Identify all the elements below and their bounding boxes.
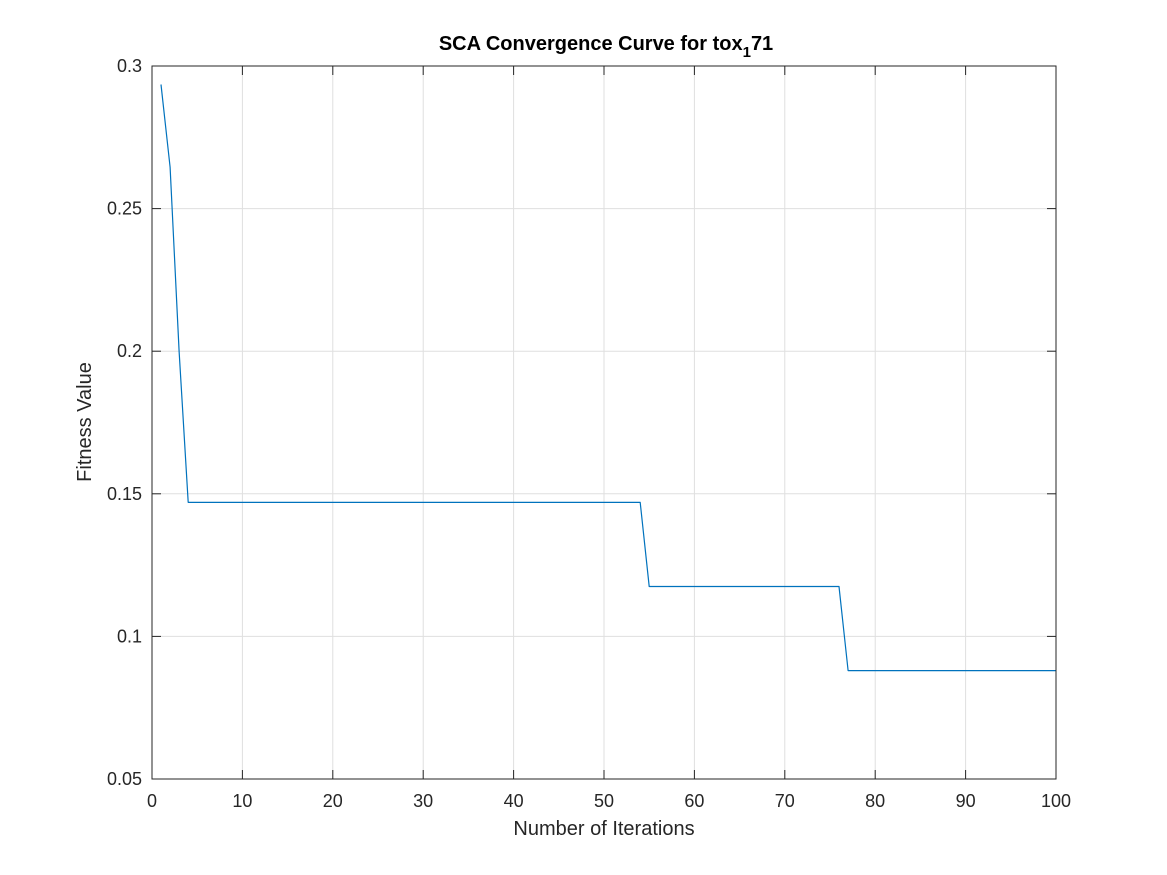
x-tick-label: 90 (956, 791, 976, 811)
grid-lines (152, 66, 1056, 779)
x-tick-label: 40 (504, 791, 524, 811)
y-tick-label: 0.25 (107, 199, 142, 219)
x-tick-label: 20 (323, 791, 343, 811)
chart-title-main: SCA Convergence Curve for tox (439, 33, 743, 55)
x-tick-label: 70 (775, 791, 795, 811)
y-axis-label: Fitness Value (74, 362, 96, 482)
y-tick-label: 0.15 (107, 484, 142, 504)
x-axis-label: Number of Iterations (513, 818, 694, 840)
x-tick-label: 50 (594, 791, 614, 811)
x-tick-label: 0 (147, 791, 157, 811)
x-tick-labels: 0 10 20 30 40 50 60 70 80 90 100 (147, 791, 1071, 811)
x-tick-label: 100 (1041, 791, 1071, 811)
x-tick-label: 80 (865, 791, 885, 811)
chart-title-subscript: 1 (743, 44, 751, 61)
y-tick-label: 0.3 (117, 56, 142, 76)
y-tick-labels: 0.05 0.1 0.15 0.2 0.25 0.3 (107, 56, 142, 789)
y-tick-label: 0.1 (117, 626, 142, 646)
x-tick-label: 60 (684, 791, 704, 811)
chart-title-suffix: 71 (751, 33, 773, 55)
x-tick-label: 30 (413, 791, 433, 811)
chart-title: SCA Convergence Curve for tox171 (439, 33, 773, 61)
tick-marks (151, 65, 1057, 780)
series-line-1 (160, 84, 1056, 672)
series-layer (160, 84, 1056, 672)
y-tick-label: 0.2 (117, 341, 142, 361)
x-tick-label: 10 (232, 791, 252, 811)
y-tick-label: 0.05 (107, 769, 142, 789)
